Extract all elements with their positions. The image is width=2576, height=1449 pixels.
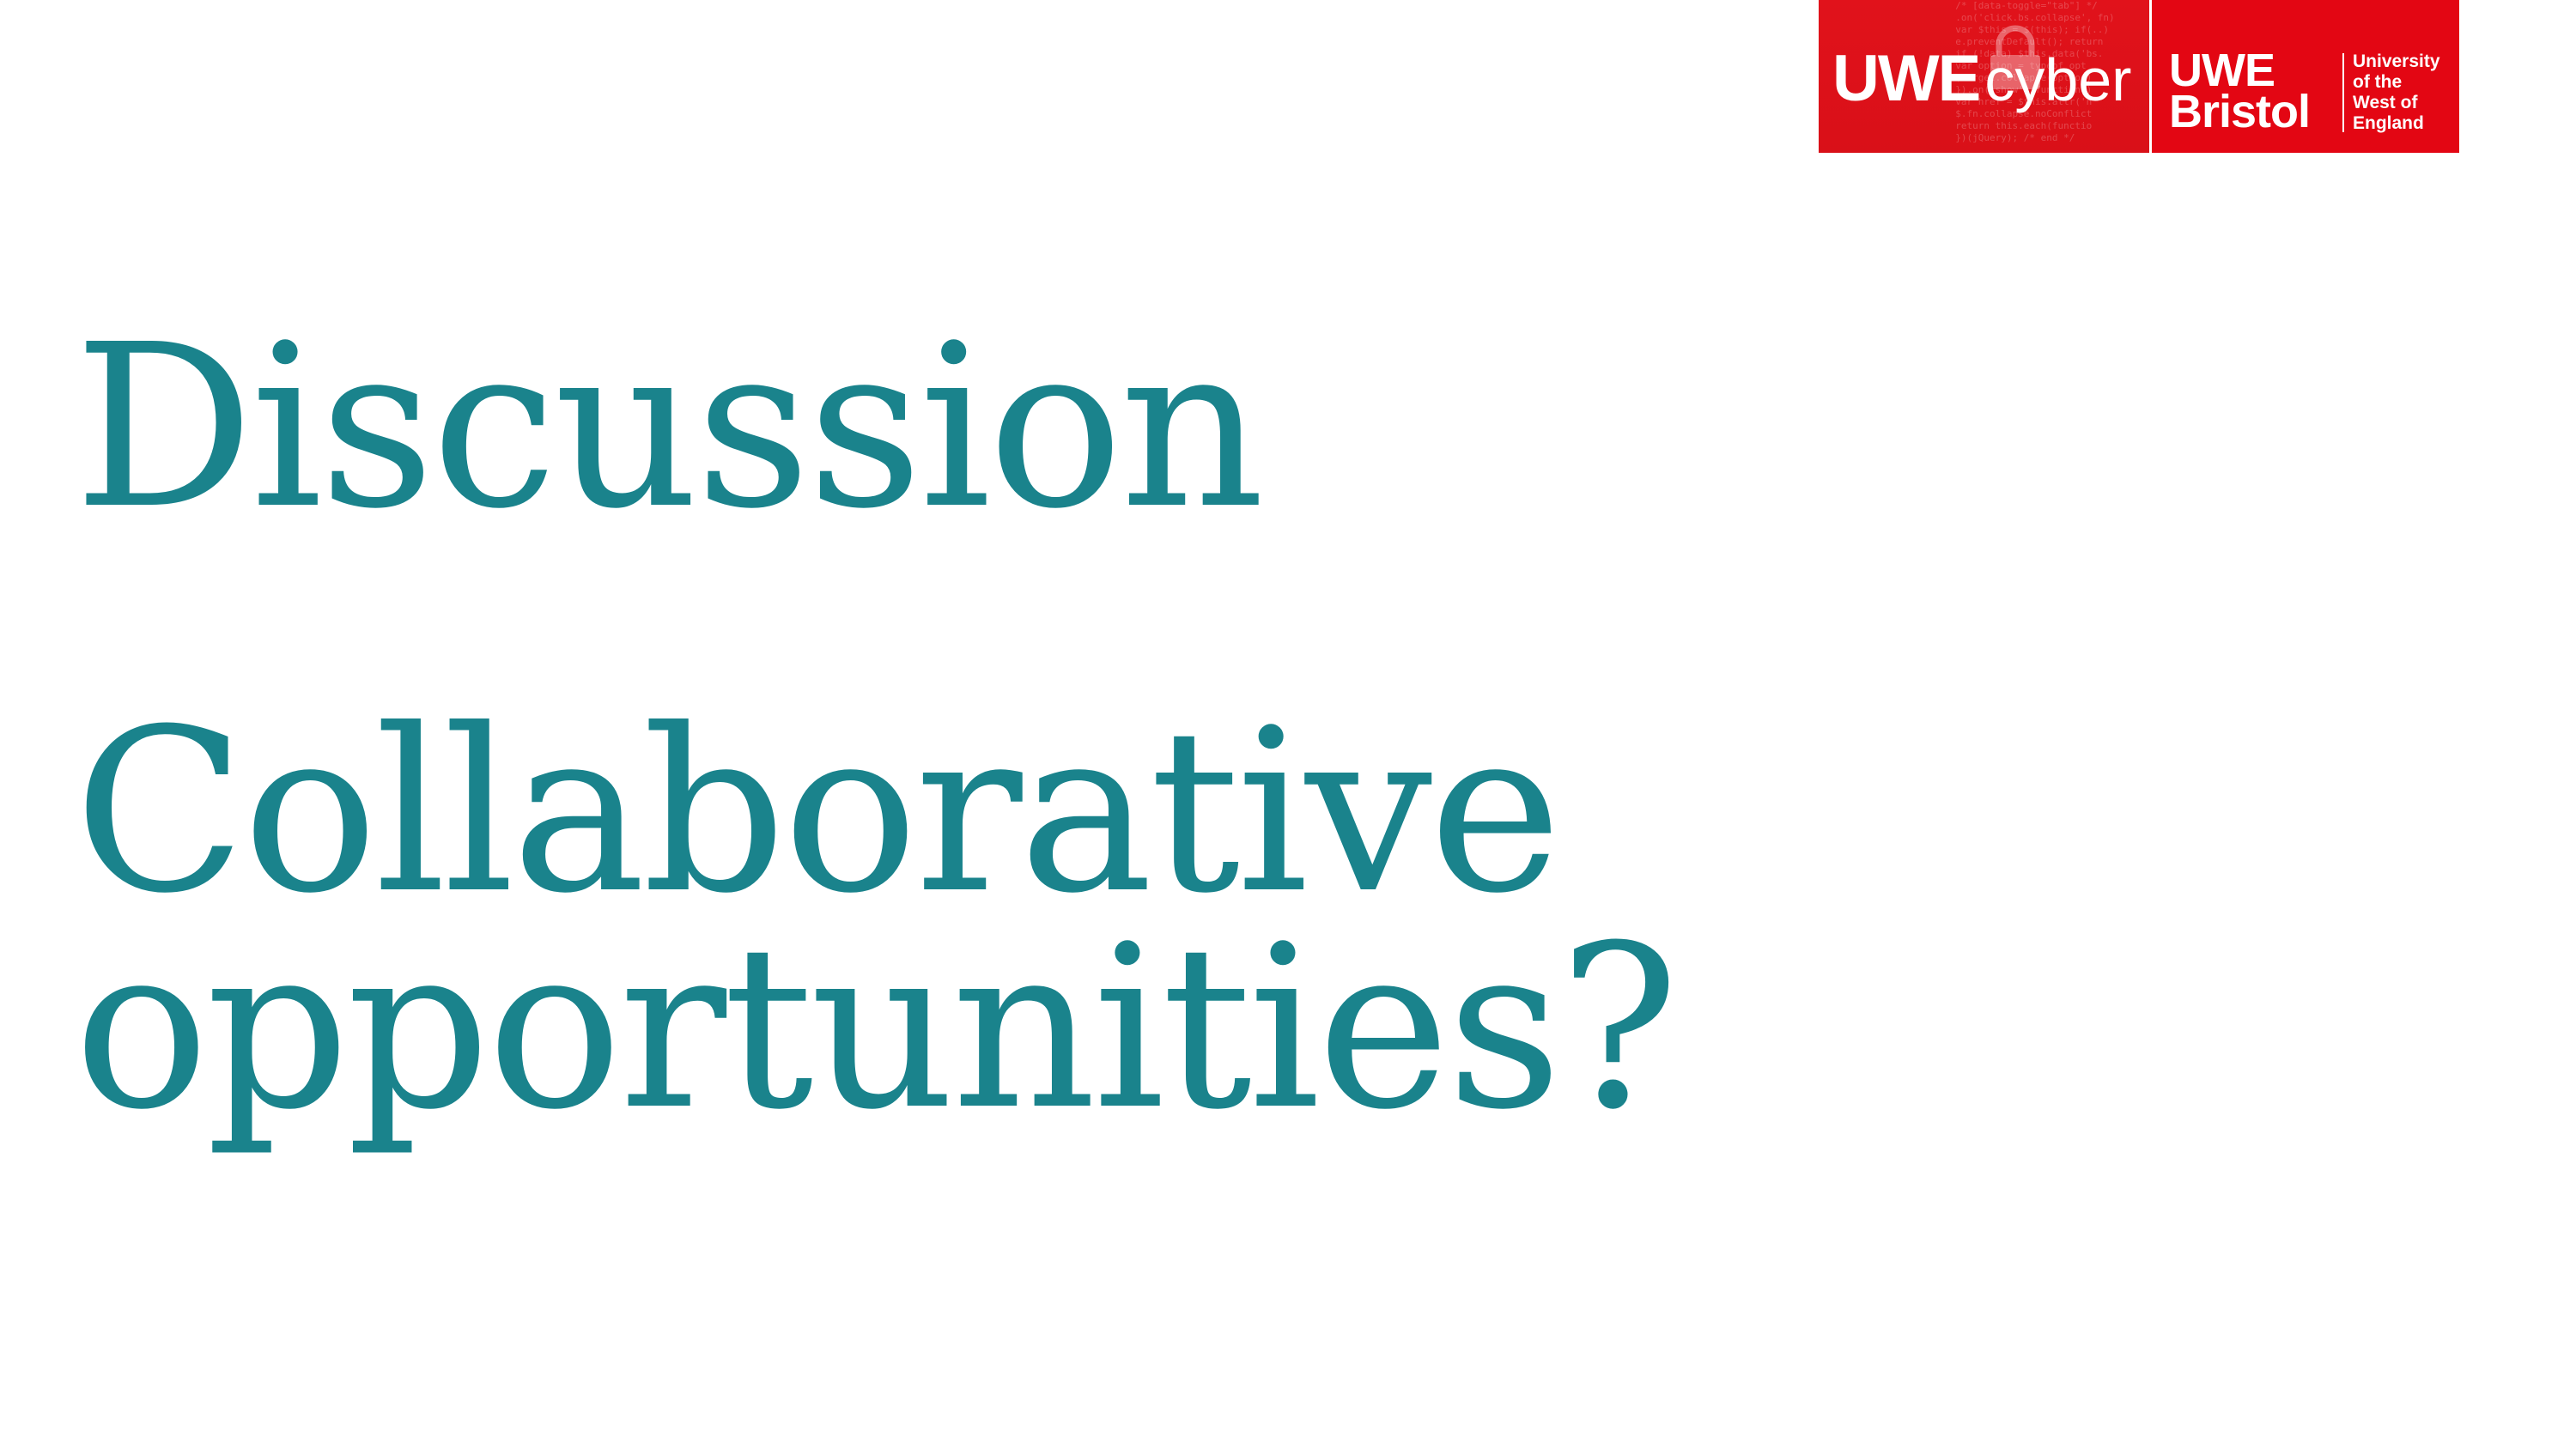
uwe-text: UWE	[2169, 45, 2275, 96]
uwe-cyber-logo: /* [data-toggle="tab"] */ .on('click.bs.…	[1819, 0, 2150, 153]
logo-divider	[2149, 0, 2152, 153]
logo-small-rule	[2342, 53, 2344, 132]
university-line: of the	[2353, 72, 2403, 92]
university-line: England	[2353, 113, 2424, 133]
uwe-bristol-wordmark: UWE Bristol	[2169, 45, 2311, 137]
university-name: University of the West of England	[2353, 52, 2440, 134]
slide-subtitle: Collaborative opportunities?	[74, 681, 1680, 1159]
bristol-text: Bristol	[2169, 86, 2311, 137]
padlock-icon	[1990, 25, 2040, 89]
uwe-cyber-prefix: UWE	[1832, 42, 1981, 115]
uwe-cyber-wordmark: UWE cyber	[1832, 41, 2131, 118]
subtitle-line: opportunities?	[74, 897, 1680, 1159]
university-line: University	[2353, 52, 2440, 71]
cyber-word: cyber	[1984, 46, 2132, 113]
slide-title: Discussion	[74, 296, 1265, 558]
code-texture: /* [data-toggle="tab"] */ .on('click.bs.…	[1955, 0, 2115, 143]
uwe-logo-banner: /* [data-toggle="tab"] */ .on('click.bs.…	[1819, 0, 2459, 153]
university-line: West of	[2353, 93, 2418, 112]
subtitle-line: Collaborative	[74, 681, 1562, 943]
